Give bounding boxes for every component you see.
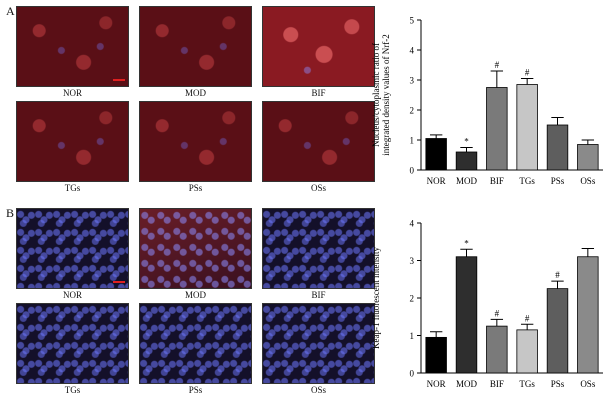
bar-pss — [546, 124, 569, 171]
bar-nor — [425, 336, 447, 374]
bar-chart-keap1: 0 1 2 3 4 NOR * MOD # BIF # TGs # PSs OSs Keap-1 fluore… — [371, 219, 603, 389]
micrograph-a-tgs — [16, 101, 129, 182]
bar-mod — [455, 256, 478, 374]
y-tick-label: 4 — [410, 46, 415, 56]
y-tick-label: 0 — [410, 166, 415, 176]
micrograph-a-mod — [139, 6, 252, 87]
bar-pss — [546, 288, 569, 374]
micrograph-label: OSs — [310, 385, 326, 395]
significance-mark: # — [525, 313, 530, 323]
y-tick-label: 4 — [410, 219, 415, 229]
significance-mark: * — [464, 238, 469, 248]
y-tick-label: 2 — [410, 294, 415, 304]
x-tick-label: MOD — [456, 176, 478, 186]
x-tick-label: NOR — [427, 379, 446, 389]
bar-chart-nrf2: 0 1 2 3 4 5 NOR * MOD # BIF # TGs PSs OSs Nucleus/cytop… — [371, 16, 603, 186]
micrograph-label: BIF — [311, 88, 326, 98]
significance-mark: * — [464, 137, 469, 147]
micrograph-label: TGs — [64, 385, 81, 395]
x-tick-label: PSs — [551, 379, 565, 389]
significance-mark: # — [555, 270, 560, 280]
x-tick-label: BIF — [490, 176, 504, 186]
micrograph-label: MOD — [184, 290, 206, 300]
x-tick-label: OSs — [580, 176, 596, 186]
micrograph-label: MOD — [184, 88, 206, 98]
micrograph-label: OSs — [310, 183, 326, 193]
micrograph-label: NOR — [62, 88, 82, 98]
micrograph-b-tgs — [16, 303, 129, 384]
y-tick-label: 3 — [410, 256, 415, 266]
y-tick-label: 5 — [410, 16, 415, 26]
micrograph-a-nor — [16, 6, 129, 87]
significance-mark: # — [525, 68, 530, 78]
x-tick-label: OSs — [580, 379, 596, 389]
micrograph-a-oss — [262, 101, 375, 182]
x-tick-label: BIF — [490, 379, 504, 389]
x-tick-label: PSs — [551, 176, 565, 186]
micrograph-b-nor — [16, 208, 129, 289]
micrograph-label: PSs — [188, 385, 203, 395]
micrograph-b-pss — [139, 303, 252, 384]
x-tick-label: MOD — [456, 379, 478, 389]
bar-mod — [455, 151, 478, 171]
micrograph-label: NOR — [62, 290, 82, 300]
scale-bar — [113, 79, 125, 81]
panel-letter-b: B — [6, 206, 15, 220]
bar-oss — [577, 256, 599, 374]
x-tick-label: TGs — [519, 176, 535, 186]
micrograph-a-bif — [262, 6, 375, 87]
micrograph-a-pss — [139, 101, 252, 182]
y-tick-label: 1 — [410, 331, 415, 341]
micrograph-label: BIF — [311, 290, 326, 300]
y-tick-label: 0 — [410, 369, 415, 379]
scale-bar — [113, 281, 125, 283]
micrograph-b-mod — [139, 208, 252, 289]
micrograph-label: PSs — [188, 183, 203, 193]
significance-mark: # — [495, 60, 500, 70]
significance-mark: # — [495, 308, 500, 318]
bar-tgs — [516, 84, 538, 171]
micrograph-label: TGs — [64, 183, 81, 193]
bar-tgs — [516, 329, 538, 374]
y-axis-label: integrated density values of Nrf-2 — [381, 34, 391, 155]
y-axis-label: Keap-1 fluorescent intensity — [371, 247, 381, 349]
y-tick-label: 2 — [410, 106, 415, 116]
y-tick-label: 1 — [410, 136, 415, 146]
x-tick-label: TGs — [519, 379, 535, 389]
bar-bif — [486, 325, 508, 374]
bar-nor — [425, 138, 447, 171]
bar-oss — [577, 144, 599, 171]
panel-letter-a: A — [6, 4, 15, 18]
y-tick-label: 3 — [410, 76, 415, 86]
bar-bif — [486, 87, 508, 171]
y-axis-label: Nucleus/cytoplasmic ratio of — [371, 43, 381, 147]
micrograph-b-oss — [262, 303, 375, 384]
x-tick-label: NOR — [427, 176, 446, 186]
micrograph-b-bif — [262, 208, 375, 289]
